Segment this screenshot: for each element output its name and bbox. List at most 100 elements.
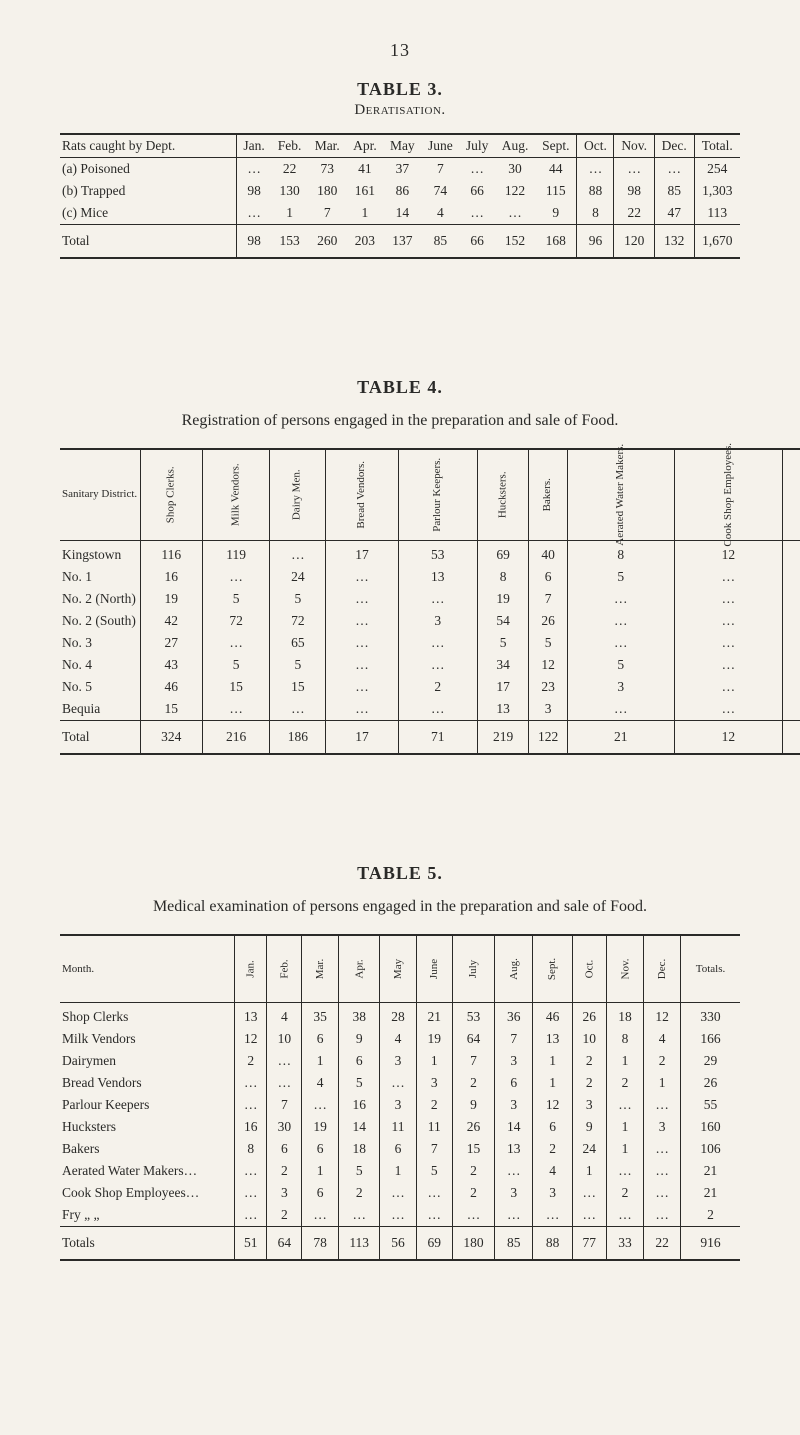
row-label: Shop Clerks xyxy=(60,1003,235,1029)
cell: 8 xyxy=(577,202,614,225)
cell: 12 xyxy=(529,654,567,676)
cell: 324 xyxy=(140,721,202,755)
cell: 17 xyxy=(326,721,399,755)
cell: … xyxy=(783,654,800,676)
table-row: Bread Vendors……45…326122126 xyxy=(60,1072,740,1094)
row-label: Dairymen xyxy=(60,1050,235,1072)
t4-h5-label: Hucksters. xyxy=(497,472,509,519)
cell: 69 xyxy=(416,1227,452,1261)
cell: … xyxy=(380,1072,416,1094)
cell: 8 xyxy=(606,1028,643,1050)
spacer xyxy=(60,287,740,367)
cell: 330 xyxy=(681,1003,741,1029)
row-label: Bequia xyxy=(60,698,140,721)
cell: … xyxy=(339,1204,380,1227)
cell: 9 xyxy=(452,1094,494,1116)
table-row: Cook Shop Employees……362……233…2…21 xyxy=(60,1182,740,1204)
cell: … xyxy=(398,698,477,721)
cell: 3 xyxy=(398,610,477,632)
cell: 2 xyxy=(452,1072,494,1094)
cell: 28 xyxy=(380,1003,416,1029)
cell: … xyxy=(783,566,800,588)
cell: … xyxy=(267,1072,302,1094)
cell: 2 xyxy=(681,1204,741,1227)
cell: 113 xyxy=(339,1227,380,1261)
cell: 6 xyxy=(380,1138,416,1160)
table-row: No. 2 (North)1955……197………55 xyxy=(60,588,800,610)
t4-h4-label: Parlour Keepers. xyxy=(432,458,444,532)
cell: 12 xyxy=(674,721,783,755)
cell: 6 xyxy=(529,566,567,588)
cell: 119 xyxy=(202,541,270,567)
cell: 19 xyxy=(477,588,529,610)
table5-title: TABLE 5. xyxy=(60,863,740,884)
cell: 64 xyxy=(267,1227,302,1261)
table-row: (b) Trapped 98 130 180 161 86 74 66 122 … xyxy=(60,180,740,202)
cell: 96 xyxy=(577,225,614,259)
cell: 6 xyxy=(495,1072,533,1094)
cell: … xyxy=(380,1182,416,1204)
t4-h8-label: Cook Shop Employees. xyxy=(723,443,735,547)
cell: … xyxy=(783,698,800,721)
table5-header-first: Month. xyxy=(60,935,235,1003)
table4-header-first: Sanitary District. xyxy=(60,449,140,541)
t5-h5: June xyxy=(416,935,452,1003)
cell: 78 xyxy=(302,1227,339,1261)
table-row: Shop Clerks13435382821533646261812330 xyxy=(60,1003,740,1029)
t3-r1-label: (b) Trapped xyxy=(60,180,237,202)
t5-h3-label: Apr. xyxy=(353,959,365,978)
cell: 203 xyxy=(347,225,384,259)
cell: … xyxy=(567,588,674,610)
cell: … xyxy=(326,676,399,698)
cell: 26 xyxy=(452,1116,494,1138)
t4-h4: Parlour Keepers. xyxy=(398,449,477,541)
table-row: Parlour Keepers…7…163293123……55 xyxy=(60,1094,740,1116)
table-row: No. 327…65……55………102 xyxy=(60,632,800,654)
t4-h7: Aerated Water Makers. xyxy=(567,449,674,541)
cell: … xyxy=(302,1204,339,1227)
cell: 47 xyxy=(654,202,694,225)
cell: 4 xyxy=(267,1003,302,1029)
cell: 19 xyxy=(302,1116,339,1138)
cell: … xyxy=(644,1182,681,1204)
cell: … xyxy=(235,1072,267,1094)
cell: … xyxy=(606,1160,643,1182)
cell: … xyxy=(237,158,272,181)
t3-h-nov: Nov. xyxy=(614,134,654,158)
table5-header-row: Month. Jan. Feb. Mar. Apr. May June July… xyxy=(60,935,740,1003)
t5-h10: Nov. xyxy=(606,935,643,1003)
cell: 130 xyxy=(271,180,308,202)
cell: 42 xyxy=(140,610,202,632)
cell: 216 xyxy=(202,721,270,755)
cell: 116 xyxy=(140,541,202,567)
cell: 5 xyxy=(270,588,326,610)
cell: … xyxy=(416,1182,452,1204)
cell: 98 xyxy=(237,180,272,202)
cell: … xyxy=(235,1094,267,1116)
cell: … xyxy=(237,202,272,225)
row-label: Cook Shop Employees… xyxy=(60,1182,235,1204)
cell: 13 xyxy=(533,1028,572,1050)
cell: 11 xyxy=(380,1116,416,1138)
cell: 7 xyxy=(416,1138,452,1160)
table-row: No. 44355……34125……104 xyxy=(60,654,800,676)
cell: 26 xyxy=(529,610,567,632)
cell: 18 xyxy=(606,1003,643,1029)
cell: 4 xyxy=(302,1072,339,1094)
cell: 3 xyxy=(783,610,800,632)
cell: 6 xyxy=(267,1138,302,1160)
t5-h9: Oct. xyxy=(572,935,606,1003)
cell: 23 xyxy=(529,676,567,698)
cell: 30 xyxy=(495,158,535,181)
table4-title: TABLE 4. xyxy=(60,377,740,398)
t3-h-jul: July xyxy=(459,134,494,158)
cell: 15 xyxy=(140,698,202,721)
cell: 13 xyxy=(235,1003,267,1029)
cell: 3 xyxy=(529,698,567,721)
cell: 11 xyxy=(416,1116,452,1138)
cell: … xyxy=(644,1138,681,1160)
cell: 26 xyxy=(681,1072,741,1094)
t4-h0-label: Shop Clerks. xyxy=(166,467,178,524)
cell: 6 xyxy=(783,721,800,755)
cell: 1 xyxy=(606,1116,643,1138)
